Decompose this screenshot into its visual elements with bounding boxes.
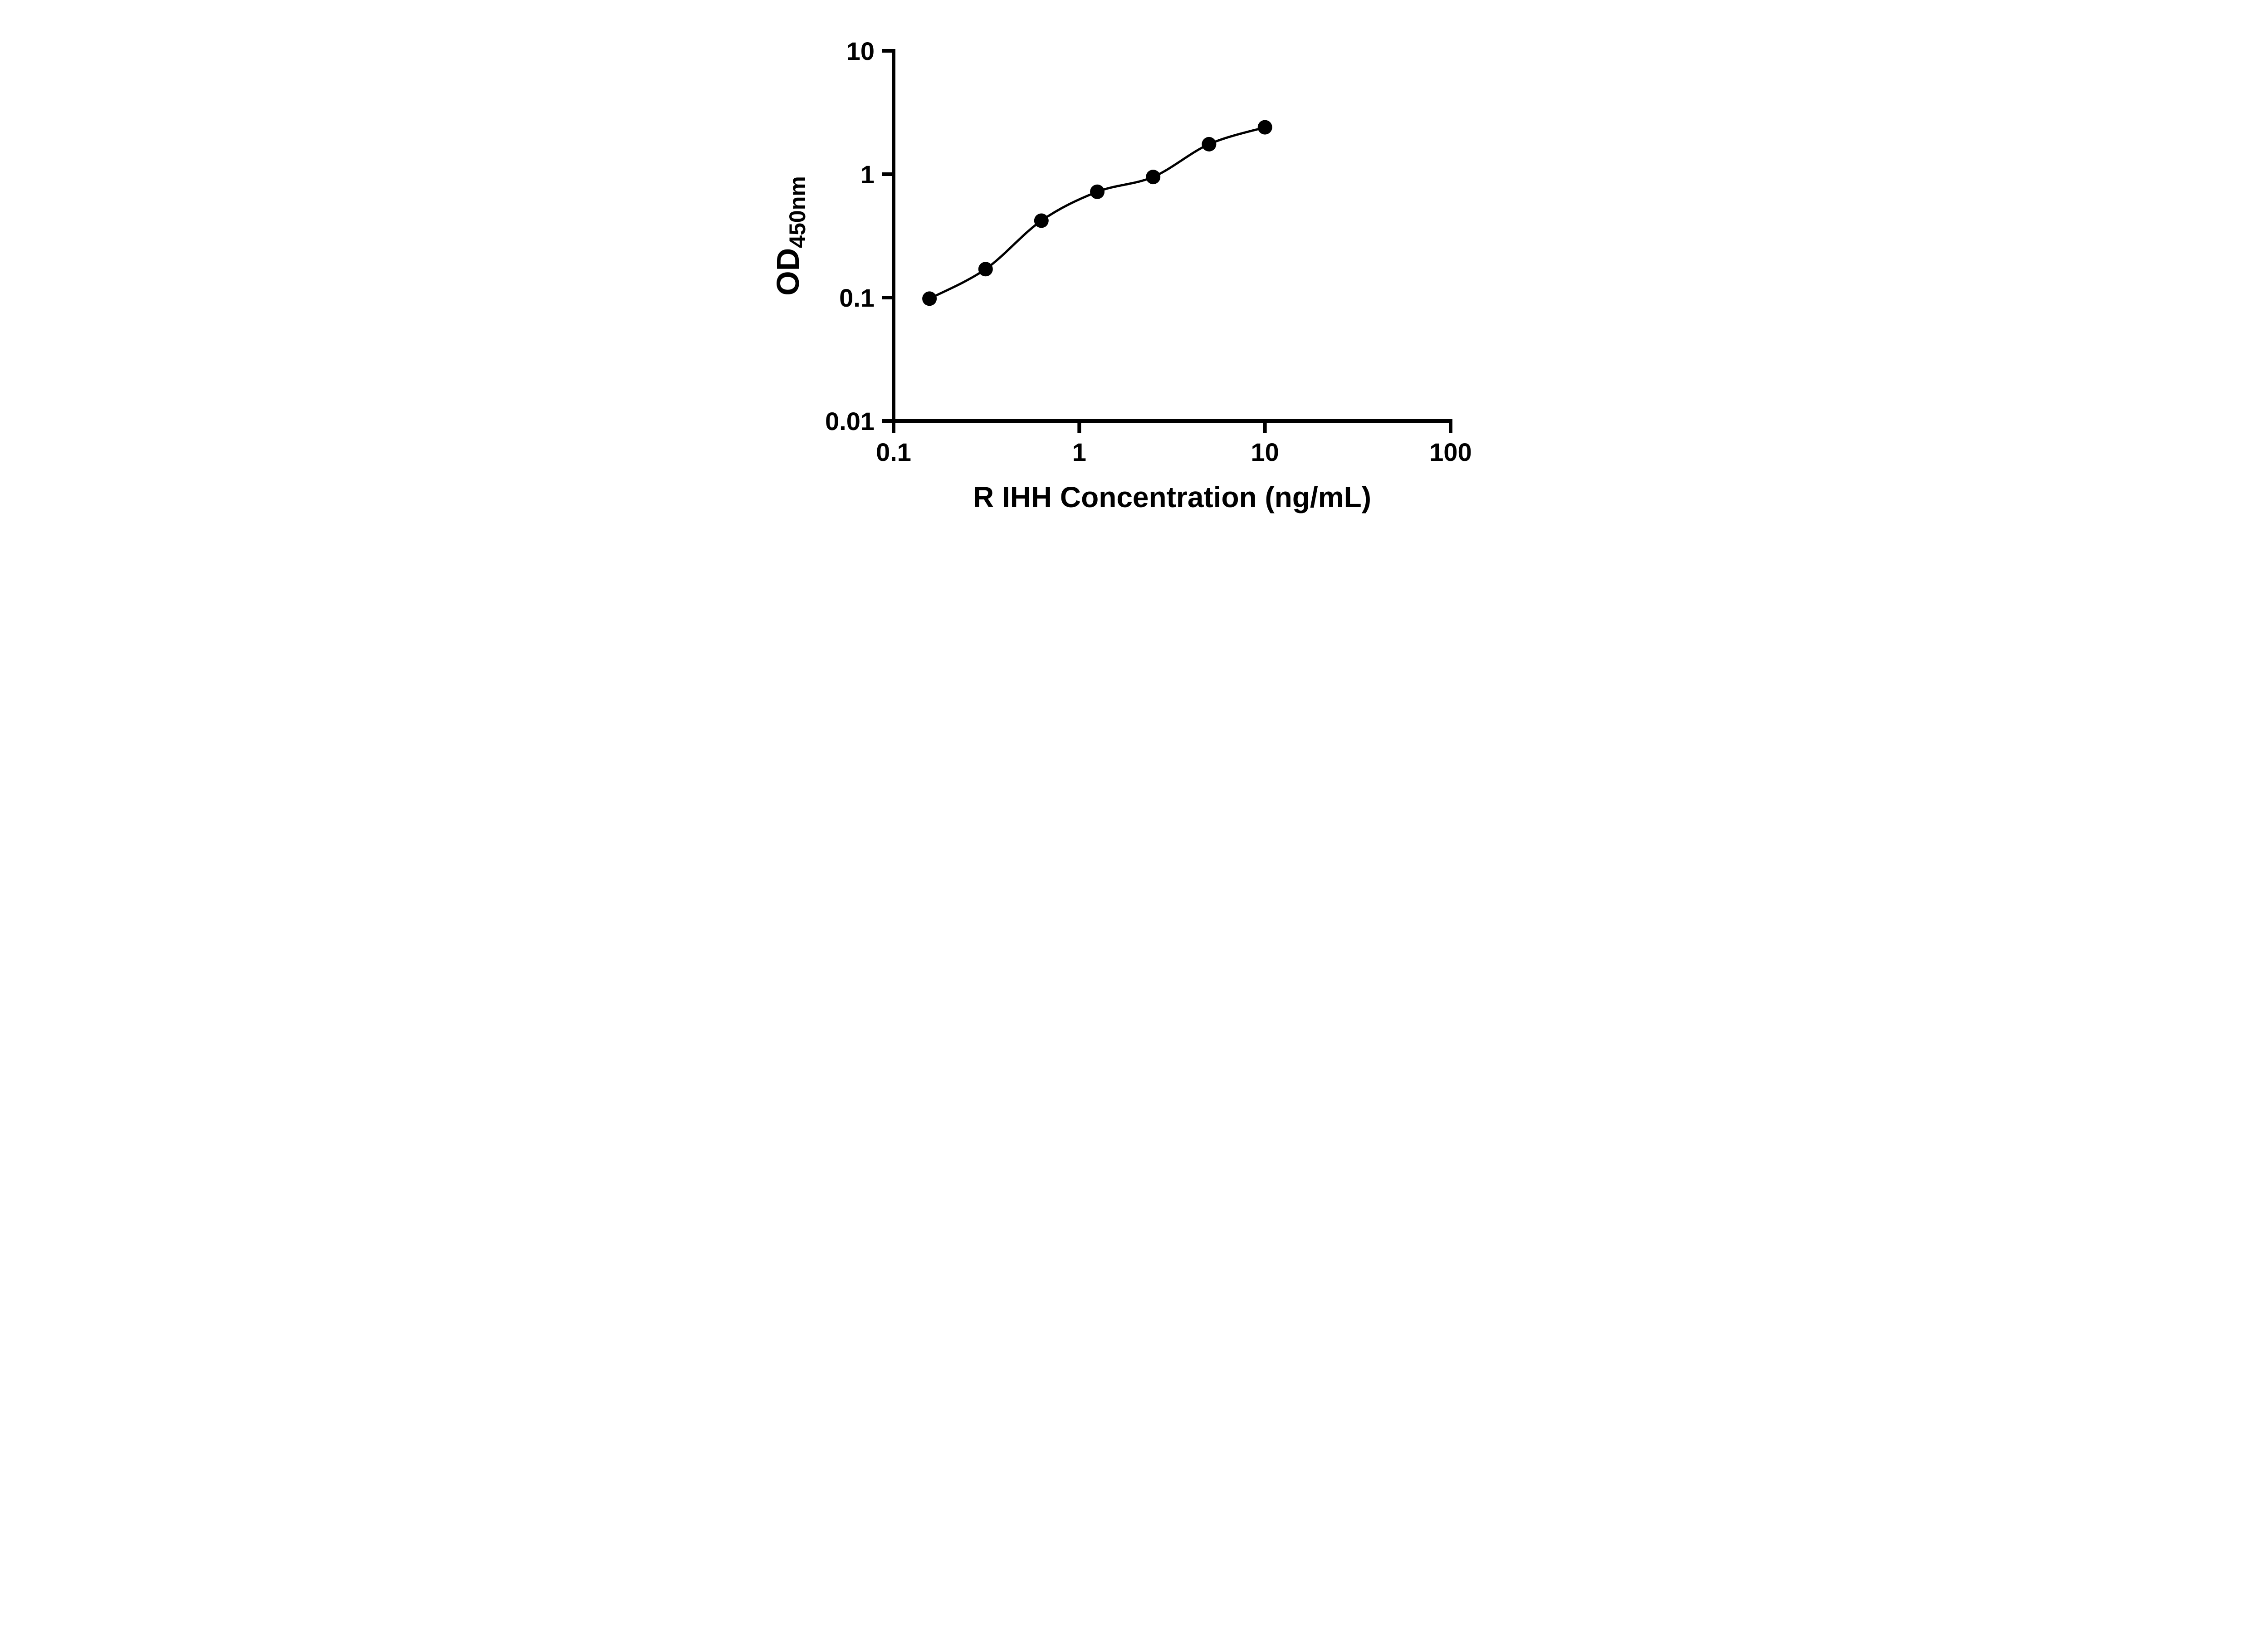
data-point [1257, 120, 1272, 135]
y-tick-label: 0.1 [839, 284, 875, 312]
axes-lines [892, 49, 1452, 423]
data-point [922, 291, 937, 306]
y-axis-title-main: OD [770, 248, 806, 296]
data-point [1090, 184, 1105, 199]
data-point [1146, 170, 1161, 185]
x-axis-title: R IHH Concentration (ng/mL) [973, 481, 1371, 513]
y-tick-label: 10 [846, 37, 875, 65]
elisa-standard-curve-figure: 0.1 1 10 100 0.01 0.1 1 10 R IHH Concentration (… [745, 0, 1523, 544]
x-tick-label: 0.1 [876, 438, 911, 466]
y-axis-title-subscript: 450nm [785, 176, 810, 248]
x-tick-label: 100 [1429, 438, 1471, 466]
x-tick-label: 10 [1251, 438, 1279, 466]
x-tick-label: 1 [1072, 438, 1086, 466]
y-tick-label: 0.01 [825, 407, 875, 435]
data-point [978, 262, 993, 277]
data-point [1202, 137, 1217, 152]
y-tick-label: 1 [860, 160, 875, 189]
y-axis-title: OD450nm [770, 176, 810, 295]
data-point [1034, 213, 1049, 228]
